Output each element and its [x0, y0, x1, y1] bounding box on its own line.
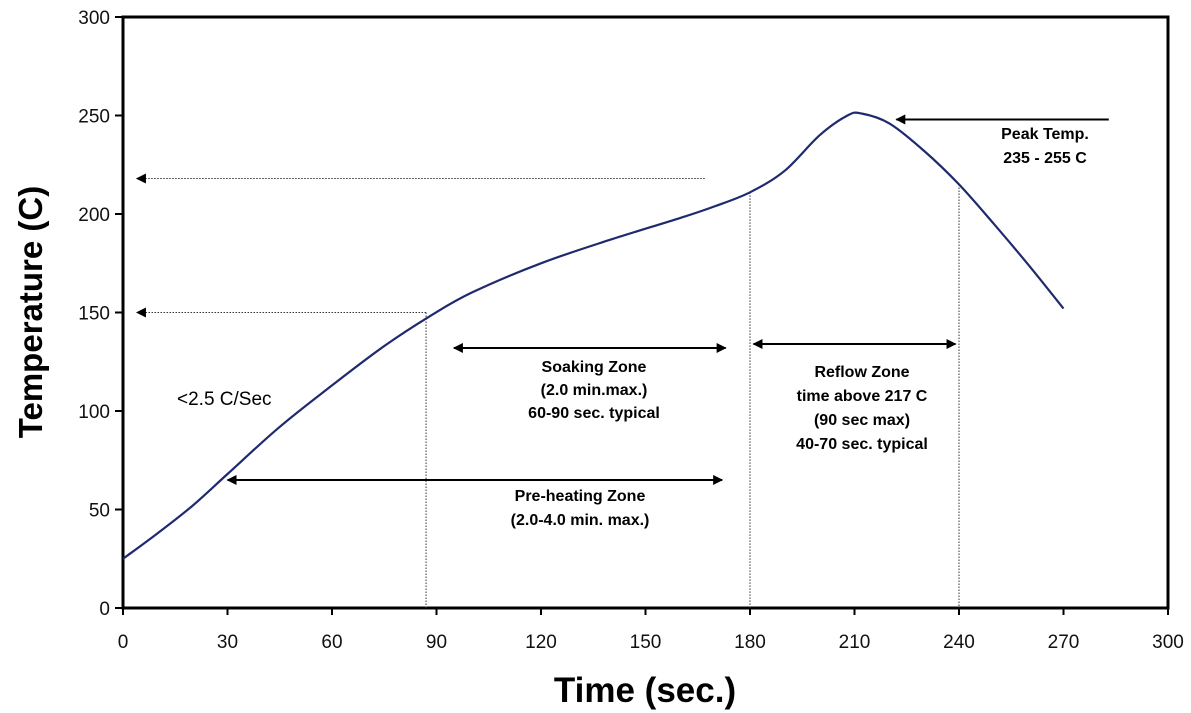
soaking-zone-label-line3: 60-90 sec. typical — [528, 405, 660, 422]
reflow-zone-label-line2: time above 217 C — [797, 388, 928, 405]
y-axis-title: Temperature (C) — [12, 186, 49, 438]
x-tick-label: 60 — [321, 632, 342, 653]
zone-arrows — [226, 114, 1109, 485]
temperature-profile-line — [122, 111, 1065, 560]
x-axis-title: Time (sec.) — [554, 671, 736, 710]
x-tick-label: 90 — [426, 632, 447, 653]
x-tick-label: 180 — [734, 632, 766, 653]
peak-temp-label-line2: 235 - 255 C — [1003, 150, 1087, 167]
x-tick-label: 150 — [630, 632, 662, 653]
ramp-rate-label: <2.5 C/Sec — [177, 389, 272, 410]
x-tick-label: 0 — [118, 632, 129, 653]
y-tick-label: 250 — [78, 107, 110, 128]
reflow-zone-label-line4: 40-70 sec. typical — [796, 436, 928, 453]
x-axis-ticks: 0 30 60 90 120 150 180 210 240 270 300 — [118, 608, 1184, 653]
x-tick-label: 240 — [943, 632, 975, 653]
soaking-zone-label-line2: (2.0 min.max.) — [541, 382, 648, 399]
x-tick-label: 30 — [217, 632, 238, 653]
x-tick-label: 210 — [839, 632, 871, 653]
preheating-zone-label-line2: (2.0-4.0 min. max.) — [511, 512, 650, 529]
y-tick-label: 150 — [78, 304, 110, 325]
reflow-zone-label-line1: Reflow Zone — [814, 364, 909, 381]
y-tick-label: 0 — [99, 599, 110, 620]
x-tick-label: 120 — [525, 632, 557, 653]
y-tick-label: 300 — [78, 8, 110, 29]
peak-temp-label-line1: Peak Temp. — [1001, 126, 1089, 143]
y-axis-ticks: 0 50 100 150 200 250 300 — [78, 8, 123, 620]
y-tick-label: 50 — [89, 501, 110, 522]
reflow-zone-label-line3: (90 sec max) — [814, 412, 910, 429]
guide-lines — [135, 173, 960, 608]
preheating-zone-label-line1: Pre-heating Zone — [515, 488, 646, 505]
x-tick-label: 300 — [1152, 632, 1184, 653]
y-tick-label: 200 — [78, 205, 110, 226]
soaking-zone-label-line1: Soaking Zone — [542, 359, 647, 376]
x-tick-label: 270 — [1048, 632, 1080, 653]
y-tick-label: 100 — [78, 402, 110, 423]
